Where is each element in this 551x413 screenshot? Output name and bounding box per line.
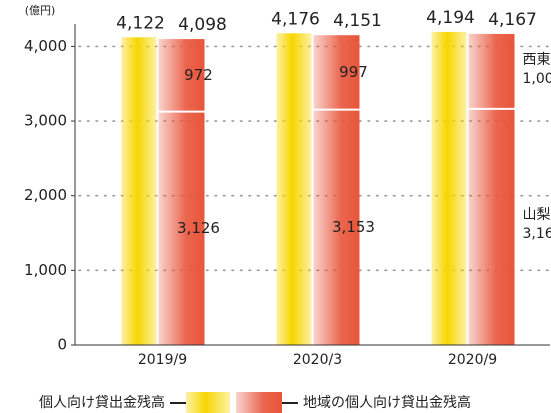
value-label: 3,126 xyxy=(177,219,220,237)
value-label: 4,122 xyxy=(116,13,165,33)
value-label: 1,004 xyxy=(523,71,551,87)
stacked-bar xyxy=(468,33,515,109)
x-tick-label: 2019/9 xyxy=(138,352,187,368)
legend-label: 個人向け貸出金残高 xyxy=(39,394,165,411)
bar xyxy=(121,37,157,346)
series-label: 山梨県内 xyxy=(523,207,551,223)
value-label: 3,163 xyxy=(523,226,551,242)
unit-label: (億円) xyxy=(25,4,56,17)
stacked-bar xyxy=(313,109,360,346)
legend-swatch xyxy=(236,392,282,413)
value-label: 972 xyxy=(184,66,213,84)
value-label: 997 xyxy=(339,63,368,81)
legend-swatch xyxy=(186,392,230,413)
total-label: 4,151 xyxy=(333,11,382,31)
stacked-bar xyxy=(468,108,515,345)
x-tick-label: 2020/9 xyxy=(448,352,497,368)
value-label: 4,194 xyxy=(426,8,475,28)
bar xyxy=(431,31,467,345)
total-label: 4,167 xyxy=(488,10,537,30)
stacked-bar xyxy=(158,39,205,112)
value-label: 3,153 xyxy=(332,218,375,236)
stacked-bar xyxy=(158,111,205,345)
y-tick-label: 1,000 xyxy=(24,261,67,279)
stacked-bar xyxy=(313,35,360,110)
series-label: 西東京 xyxy=(523,52,551,68)
legend-label: 地域の個人向け貸出金残高 xyxy=(303,394,471,411)
total-label: 4,098 xyxy=(178,15,227,35)
y-tick-label: 2,000 xyxy=(24,186,67,204)
y-tick-label: 3,000 xyxy=(24,112,67,130)
bar xyxy=(276,33,312,345)
x-tick-label: 2020/3 xyxy=(293,352,342,368)
y-tick-label: 0 xyxy=(57,336,67,354)
value-label: 4,176 xyxy=(271,9,320,29)
y-tick-label: 4,000 xyxy=(24,37,67,55)
